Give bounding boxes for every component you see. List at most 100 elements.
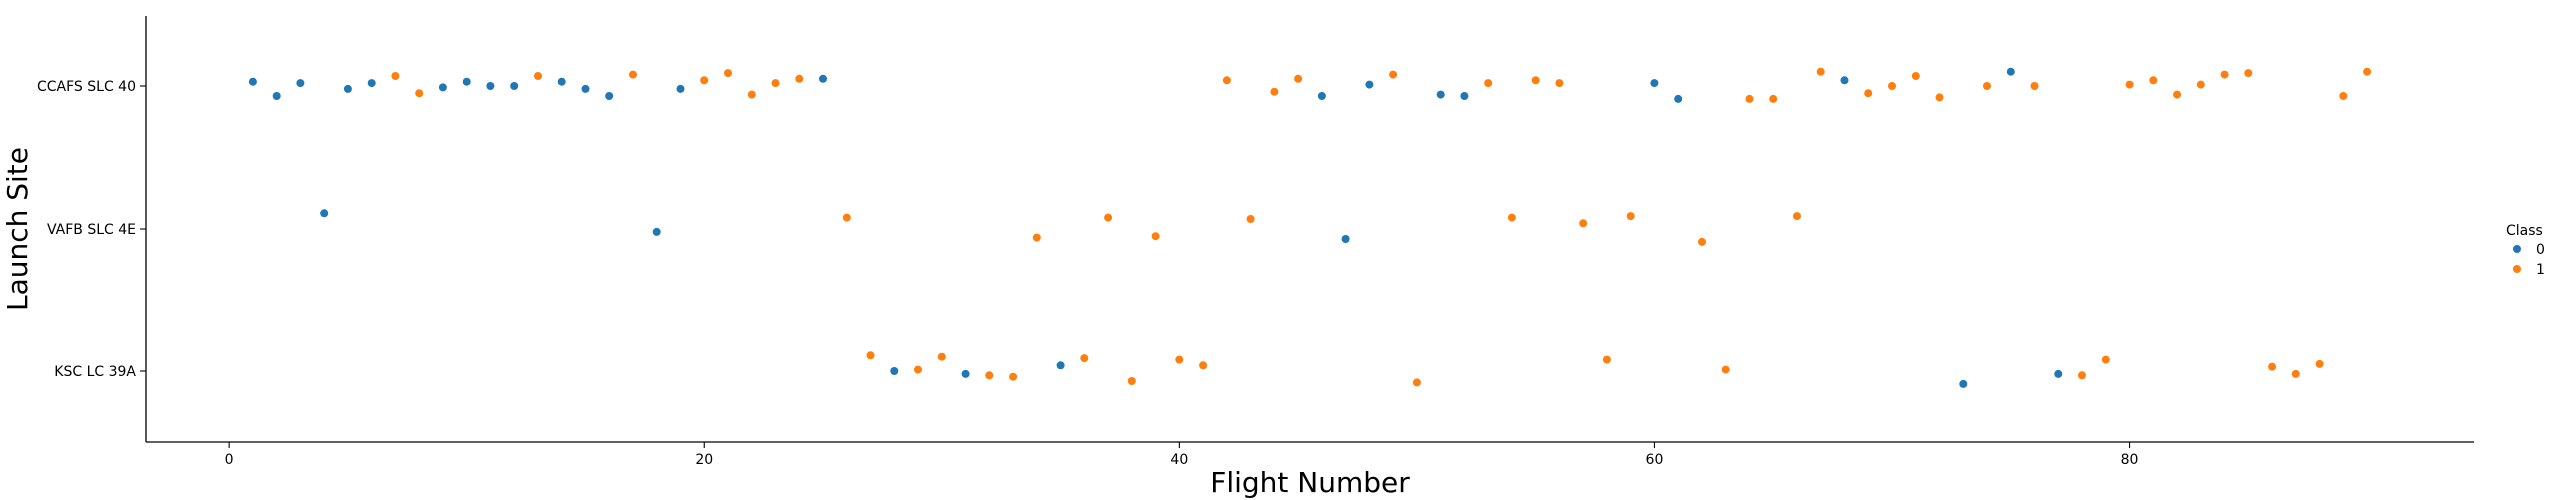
data-point-class-1 (1389, 70, 1398, 79)
data-point-class-1 (1270, 87, 1279, 96)
data-point-class-1 (1151, 232, 1160, 241)
x-ticks: 0 20 40 60 80 (225, 442, 2139, 468)
data-point-class-1 (1246, 215, 1255, 223)
data-point-class-0 (1840, 76, 1849, 85)
legend: Class 01 (2506, 223, 2545, 278)
data-point-class-1 (1579, 219, 1588, 228)
data-point-class-0 (1317, 92, 1326, 100)
data-point-class-0 (1959, 379, 1968, 388)
data-point-class-1 (1104, 213, 1113, 222)
data-point-class-1 (2268, 362, 2277, 371)
x-tick-label: 60 (1646, 452, 1664, 468)
y-tick-label: KSC LC 39A (54, 364, 136, 380)
data-point-class-1 (795, 74, 804, 83)
legend-title: Class (2506, 223, 2543, 239)
data-point-class-0 (819, 74, 827, 83)
x-tick-label: 80 (2121, 452, 2139, 468)
data-point-class-1 (1032, 233, 1041, 242)
axes (145, 16, 2474, 443)
data-point-class-0 (462, 77, 471, 86)
data-point-class-1 (2244, 69, 2253, 78)
data-point-class-1 (1935, 93, 1944, 102)
x-tick-label: 40 (1170, 452, 1188, 468)
y-tick-label: VAFB SLC 4E (47, 222, 136, 238)
data-point-class-1 (700, 76, 709, 85)
data-point-class-0 (296, 79, 305, 88)
data-point-class-1 (1531, 76, 1540, 85)
data-point-class-1 (1626, 212, 1635, 221)
data-point-class-1 (985, 371, 994, 380)
data-point-class-1 (866, 351, 875, 360)
data-point-class-0 (961, 369, 970, 378)
data-point-class-1 (415, 89, 424, 98)
data-point-class-0 (2006, 67, 2015, 76)
data-point-class-1 (629, 70, 637, 79)
data-points (248, 67, 2372, 388)
data-point-class-1 (1175, 355, 1184, 364)
data-point-class-1 (2363, 67, 2372, 76)
y-tick-label: CCAFS SLC 40 (37, 79, 136, 95)
data-point-class-1 (2101, 355, 2110, 364)
data-point-class-0 (581, 84, 590, 93)
legend-marker (2513, 265, 2521, 273)
data-point-class-1 (1222, 76, 1231, 85)
data-point-class-0 (438, 83, 447, 92)
x-tick-label: 20 (695, 452, 713, 468)
data-point-class-0 (248, 77, 257, 86)
data-point-class-1 (391, 72, 400, 80)
data-point-class-1 (1127, 377, 1136, 385)
x-tick-label: 0 (225, 452, 234, 468)
data-point-class-1 (2339, 92, 2348, 100)
data-point-class-0 (367, 79, 376, 88)
data-point-class-0 (557, 77, 566, 86)
data-point-class-0 (605, 92, 614, 100)
data-point-class-1 (1911, 72, 1920, 80)
data-point-class-1 (2149, 76, 2158, 85)
data-point-class-1 (914, 365, 922, 374)
legend-marker (2513, 245, 2521, 253)
data-point-class-1 (2125, 80, 2134, 89)
data-point-class-1 (1009, 372, 1018, 381)
data-point-class-0 (2054, 369, 2063, 378)
data-point-class-1 (1721, 365, 1730, 374)
data-point-class-1 (937, 352, 946, 361)
data-point-class-1 (2220, 70, 2229, 79)
data-point-class-0 (272, 92, 281, 100)
data-point-class-1 (1080, 354, 1089, 363)
data-point-class-1 (2196, 80, 2205, 89)
data-point-class-1 (1602, 355, 1611, 364)
data-point-class-1 (2078, 371, 2086, 380)
data-point-class-0 (676, 84, 685, 93)
data-point-class-0 (1674, 94, 1683, 103)
data-point-class-1 (1983, 82, 1991, 90)
data-point-class-0 (1650, 79, 1659, 88)
data-point-class-1 (2291, 369, 2300, 378)
legend-entries: 01 (2513, 242, 2545, 278)
data-point-class-1 (724, 69, 732, 78)
data-point-class-1 (1294, 74, 1303, 83)
y-axis-title: Launch Site (1, 147, 34, 311)
data-point-class-0 (1460, 92, 1469, 100)
data-point-class-1 (1816, 67, 1825, 76)
data-point-class-1 (842, 213, 851, 222)
data-point-class-1 (771, 79, 780, 88)
y-ticks: CCAFS SLC 40 VAFB SLC 4E KSC LC 39A (37, 79, 146, 380)
legend-label: 0 (2536, 242, 2545, 258)
data-point-class-0 (890, 367, 899, 375)
data-point-class-1 (1698, 237, 1706, 246)
data-point-class-1 (1888, 82, 1896, 90)
data-point-class-0 (1056, 361, 1065, 370)
data-point-class-1 (534, 72, 542, 80)
data-point-class-1 (1484, 79, 1493, 88)
data-point-class-1 (2315, 359, 2324, 368)
data-point-class-0 (1436, 90, 1445, 99)
data-point-class-0 (510, 82, 519, 90)
data-point-class-1 (747, 90, 756, 99)
x-axis-title: Flight Number (1210, 466, 1410, 499)
data-point-class-0 (652, 227, 661, 236)
data-point-class-1 (1199, 361, 1208, 370)
data-point-class-1 (1555, 79, 1564, 88)
legend-label: 1 (2536, 262, 2545, 278)
data-point-class-1 (1769, 94, 1778, 103)
data-point-class-1 (1793, 212, 1801, 221)
